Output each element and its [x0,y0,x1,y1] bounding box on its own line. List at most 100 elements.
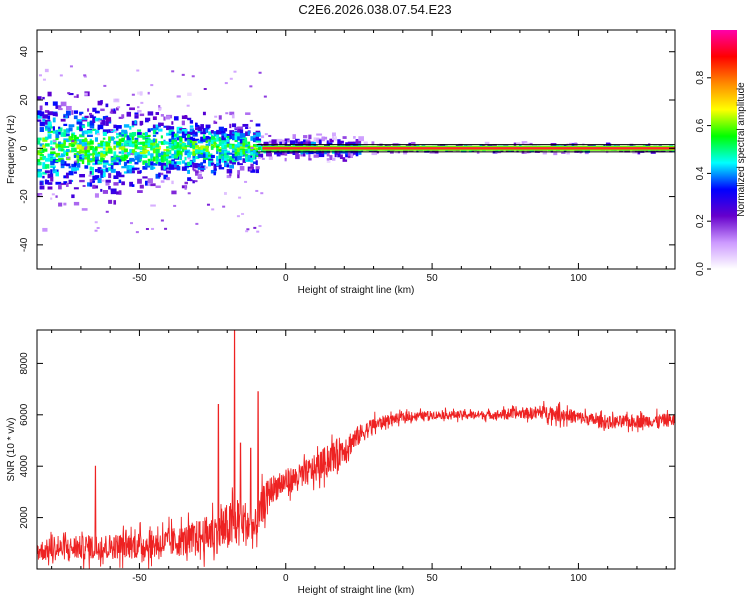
heatmap-outlier [249,85,253,88]
heatmap-cell [245,141,248,144]
heatmap-cell [358,150,362,155]
heatmap-cell [173,116,179,121]
heatmap-cell [308,134,312,140]
heatmap-cell [347,155,353,158]
heatmap-cell [39,111,45,117]
heatmap-cell [202,128,209,133]
colorbar-tick-label: 0.2 [695,214,706,228]
heatmap-cell [94,117,101,122]
heatmap-cell [147,91,150,95]
heatmap-cell [94,150,98,155]
heatmap-cell [121,114,125,119]
heatmap-cell [218,164,222,169]
heatmap-cell [100,174,104,178]
heatmap-cell [237,174,240,179]
heatmap-cell [76,144,83,150]
heatmap-cell [152,116,157,121]
heatmap-cell [326,159,331,163]
heatmap-cell [160,180,165,183]
heatmap-cell [105,115,109,119]
heatmap-cell [516,142,521,145]
heatmap-cell [234,145,237,151]
heatmap-cell [192,147,198,152]
heatmap-cell [229,123,232,129]
heatmap-cell [292,134,296,140]
heatmap-cell [237,155,242,161]
heatmap-cell [152,148,156,154]
heatmap-cell [242,158,247,163]
heatmap-cell [189,159,195,165]
heatmap-cell [123,161,128,167]
colorbar-label: Normalized spectral amplitude [736,82,747,217]
heatmap-cell [65,172,71,175]
heatmap-cell [245,154,248,159]
heatmap-cell [326,158,330,161]
heatmap-cell [92,116,97,121]
snr-y-tick-label: 6000 [19,403,30,426]
heatmap-outlier [195,222,199,225]
heatmap-outlier [96,133,100,136]
heatmap-cell [168,144,174,149]
heatmap-cell [89,146,95,150]
heatmap-cell [216,150,219,155]
heatmap-cell [116,141,119,146]
heatmap-cell [226,143,232,148]
heatmap-cell [334,136,337,141]
heatmap-cell [113,175,119,179]
heatmap-cell [63,123,68,127]
heatmap-cell [247,141,251,144]
heatmap-cell [171,190,177,195]
heatmap-cell [47,153,54,158]
heatmap-cell [226,141,230,145]
heatmap-cell [139,120,144,125]
heatmap-y-tick-label: -40 [19,237,30,252]
heatmap-cell [52,126,55,131]
heatmap-outlier [258,71,262,74]
heatmap-cell [160,151,166,156]
heatmap-cell [76,139,82,142]
heatmap-cell [163,152,167,156]
heatmap-outlier [83,147,87,150]
heatmap-cell [295,138,300,144]
heatmap-cell [52,156,56,160]
heatmap-cell [110,189,117,195]
heatmap-cell [92,184,96,189]
heatmap-cell [102,172,106,178]
heatmap-plot-frame [36,29,676,270]
heatmap-cell [137,129,142,132]
snr-x-tick-label: 0 [283,573,289,584]
heatmap-cell [116,172,122,177]
heatmap-cell [97,118,103,122]
heatmap-cell [231,159,236,165]
heatmap-cell [231,131,236,135]
heatmap-cell [68,144,73,147]
heatmap-cell [142,166,148,170]
heatmap-cell [116,174,119,179]
heatmap-cell [134,115,139,119]
heatmap-cell [213,164,216,169]
heatmap-cell [221,159,225,163]
heatmap-cell [187,169,190,174]
heatmap-cell [339,140,344,144]
heatmap-cell [81,154,88,159]
heatmap-cell [205,156,210,160]
heatmap-cell [76,162,81,168]
heatmap-cell [216,155,219,161]
heatmap-cell [176,134,179,138]
heatmap-cell [71,144,74,147]
heatmap-cell [44,125,48,130]
heatmap-cell [318,139,322,145]
heatmap-cell [58,126,61,129]
heatmap-cell [332,136,335,139]
heatmap-cell [131,149,136,154]
heatmap-cell [158,172,161,178]
heatmap-cell [63,181,68,184]
heatmap-cell [250,158,253,163]
heatmap-cell [171,159,175,163]
heatmap-cell [216,162,221,166]
heatmap-cell [234,139,238,143]
heatmap-cell [179,140,182,144]
heatmap-cell [144,163,150,167]
heatmap-cell [176,95,181,98]
heatmap-y-tick-label: -20 [19,189,30,204]
